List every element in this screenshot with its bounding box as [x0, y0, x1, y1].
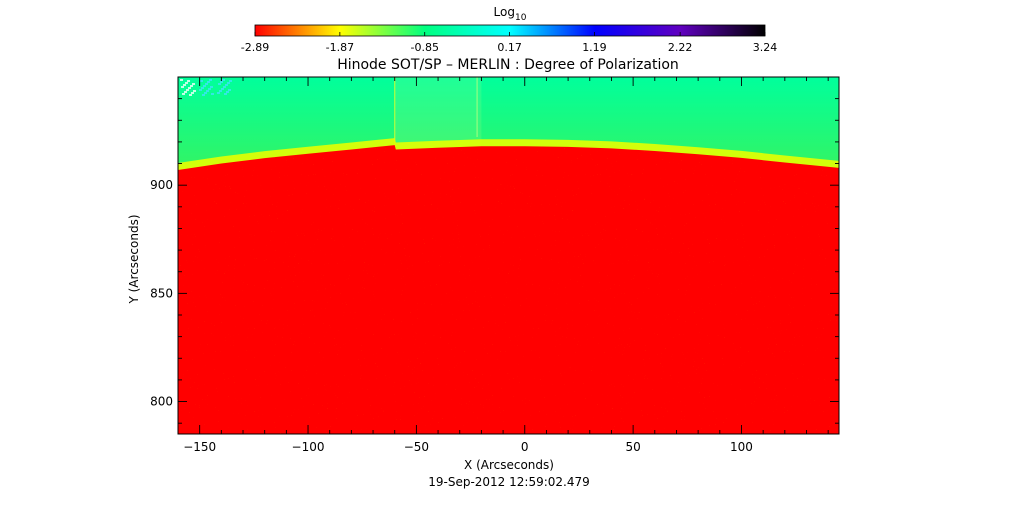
x-tick-label: −50 — [404, 440, 429, 454]
noise-pixel — [183, 84, 186, 86]
scan-panel — [394, 77, 482, 149]
noise-pixel — [200, 80, 203, 82]
noise-pixel — [185, 82, 188, 84]
noise-pixel — [205, 83, 208, 85]
colorbar: Log10 -2.89 -1.87 -0.85 0.17 1.19 2.22 3.24 — [241, 5, 777, 54]
noise-pixel — [202, 94, 205, 96]
colorbar-strip — [254, 24, 766, 37]
x-axis-label: X (Arcseconds) — [464, 458, 554, 472]
noise-pixel — [218, 83, 221, 85]
colorbar-ticks: -2.89 -1.87 -0.85 0.17 1.19 2.22 3.24 — [241, 32, 777, 54]
x-tick-label: 50 — [625, 440, 640, 454]
noise-pixel — [189, 94, 192, 96]
noise-pixel — [203, 85, 206, 87]
noise-pixel — [225, 84, 228, 86]
x-tick-label: −100 — [292, 440, 325, 454]
y-tick-label: 800 — [150, 395, 173, 409]
noise-pixel — [226, 91, 229, 93]
colorbar-tick-label: 3.24 — [753, 41, 778, 54]
noise-pixel — [222, 79, 225, 81]
x-tick-label: −150 — [183, 440, 216, 454]
axes: −150 −100 −50 0 50 100 800 850 900 — [150, 76, 840, 454]
noise-pixel — [182, 93, 185, 95]
noise-pixel — [229, 80, 232, 82]
noise-pixel — [188, 87, 191, 89]
colorbar-tick-label: -1.87 — [326, 41, 354, 54]
y-tick-label: 900 — [150, 178, 173, 192]
polarization-speckles — [178, 145, 839, 434]
colorbar-tick-label: 1.19 — [582, 41, 607, 54]
noise-pixel — [187, 80, 190, 82]
noise-pixel — [204, 92, 207, 94]
y-tick-label: 850 — [150, 286, 173, 300]
colorbar-tick-label: 2.22 — [668, 41, 693, 54]
noise-pixel — [186, 89, 189, 91]
noise-pixel — [219, 90, 222, 92]
x-tick-label: 100 — [730, 440, 753, 454]
colorbar-tick-label: -0.85 — [410, 41, 438, 54]
colorbar-label-subscript: 10 — [515, 13, 527, 23]
noise-pixel — [209, 79, 212, 81]
noise-pixel — [224, 93, 227, 95]
noise-pixel — [180, 79, 183, 81]
noise-pixel — [217, 92, 220, 94]
noise-pixel — [208, 88, 211, 90]
colorbar-label: Log10 — [494, 5, 527, 23]
noise-pixel — [221, 88, 224, 90]
timestamp: 19-Sep-2012 12:59:02.479 — [428, 475, 590, 489]
noise-pixel — [228, 89, 231, 91]
noise-pixel — [220, 81, 223, 83]
plot-area — [178, 77, 839, 434]
noise-pixel — [184, 91, 187, 93]
noise-pixel — [210, 86, 213, 88]
plot-frame — [177, 76, 840, 435]
noise-pixel — [227, 82, 230, 84]
noise-pixel — [206, 90, 209, 92]
noise-pixel — [201, 87, 204, 89]
noise-pixel — [211, 93, 214, 95]
noise-pixel — [191, 92, 194, 94]
noise-pixel — [193, 90, 196, 92]
noise-pixel — [223, 86, 226, 88]
colorbar-tick-label: -2.89 — [241, 41, 269, 54]
noise-pixel — [181, 86, 184, 88]
colorbar-tick-label: 0.17 — [497, 41, 522, 54]
x-tick-label: 0 — [521, 440, 529, 454]
noise-pixel — [192, 83, 195, 85]
noise-pixel — [190, 85, 193, 87]
noise-pixel — [199, 89, 202, 91]
noise-pixel — [207, 81, 210, 83]
chart-title: Hinode SOT/SP – MERLIN : Degree of Polar… — [337, 57, 679, 73]
y-axis-label: Y (Arcseconds) — [127, 214, 141, 304]
